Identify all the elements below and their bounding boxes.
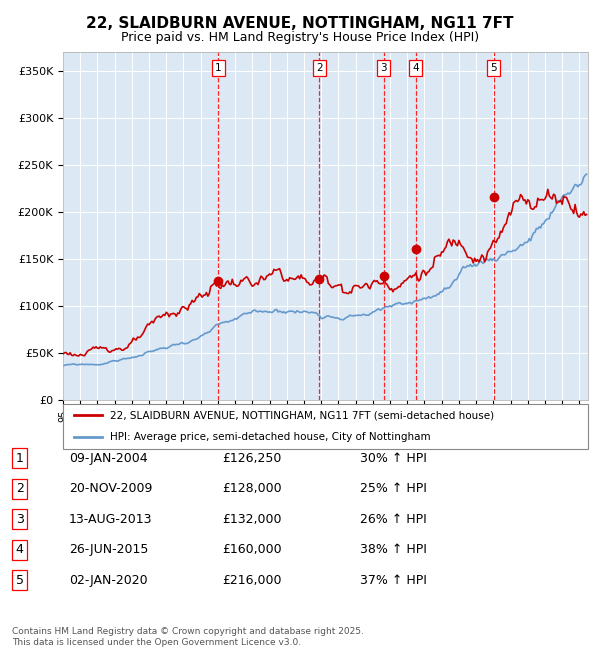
Text: 5: 5 <box>16 574 24 587</box>
Text: 2: 2 <box>316 62 323 73</box>
Text: £128,000: £128,000 <box>222 482 281 495</box>
Text: 1: 1 <box>16 452 24 465</box>
Text: £216,000: £216,000 <box>222 574 281 587</box>
Text: 25% ↑ HPI: 25% ↑ HPI <box>360 482 427 495</box>
Text: 22, SLAIDBURN AVENUE, NOTTINGHAM, NG11 7FT (semi-detached house): 22, SLAIDBURN AVENUE, NOTTINGHAM, NG11 7… <box>110 410 494 421</box>
Text: 20-NOV-2009: 20-NOV-2009 <box>69 482 152 495</box>
Text: 4: 4 <box>412 62 419 73</box>
Text: 37% ↑ HPI: 37% ↑ HPI <box>360 574 427 587</box>
Text: 1: 1 <box>215 62 222 73</box>
Text: 02-JAN-2020: 02-JAN-2020 <box>69 574 148 587</box>
Text: HPI: Average price, semi-detached house, City of Nottingham: HPI: Average price, semi-detached house,… <box>110 432 431 443</box>
Text: 26-JUN-2015: 26-JUN-2015 <box>69 543 148 556</box>
Text: Contains HM Land Registry data © Crown copyright and database right 2025.
This d: Contains HM Land Registry data © Crown c… <box>12 627 364 647</box>
Text: Price paid vs. HM Land Registry's House Price Index (HPI): Price paid vs. HM Land Registry's House … <box>121 31 479 44</box>
Text: 38% ↑ HPI: 38% ↑ HPI <box>360 543 427 556</box>
Text: 3: 3 <box>16 513 24 526</box>
FancyBboxPatch shape <box>63 404 588 448</box>
Text: £160,000: £160,000 <box>222 543 281 556</box>
Text: 4: 4 <box>16 543 24 556</box>
Text: 13-AUG-2013: 13-AUG-2013 <box>69 513 152 526</box>
Text: £132,000: £132,000 <box>222 513 281 526</box>
Text: 5: 5 <box>490 62 497 73</box>
Text: 26% ↑ HPI: 26% ↑ HPI <box>360 513 427 526</box>
Text: 22, SLAIDBURN AVENUE, NOTTINGHAM, NG11 7FT: 22, SLAIDBURN AVENUE, NOTTINGHAM, NG11 7… <box>86 16 514 31</box>
Text: 09-JAN-2004: 09-JAN-2004 <box>69 452 148 465</box>
Text: £126,250: £126,250 <box>222 452 281 465</box>
Text: 3: 3 <box>380 62 387 73</box>
Text: 30% ↑ HPI: 30% ↑ HPI <box>360 452 427 465</box>
Text: 2: 2 <box>16 482 24 495</box>
